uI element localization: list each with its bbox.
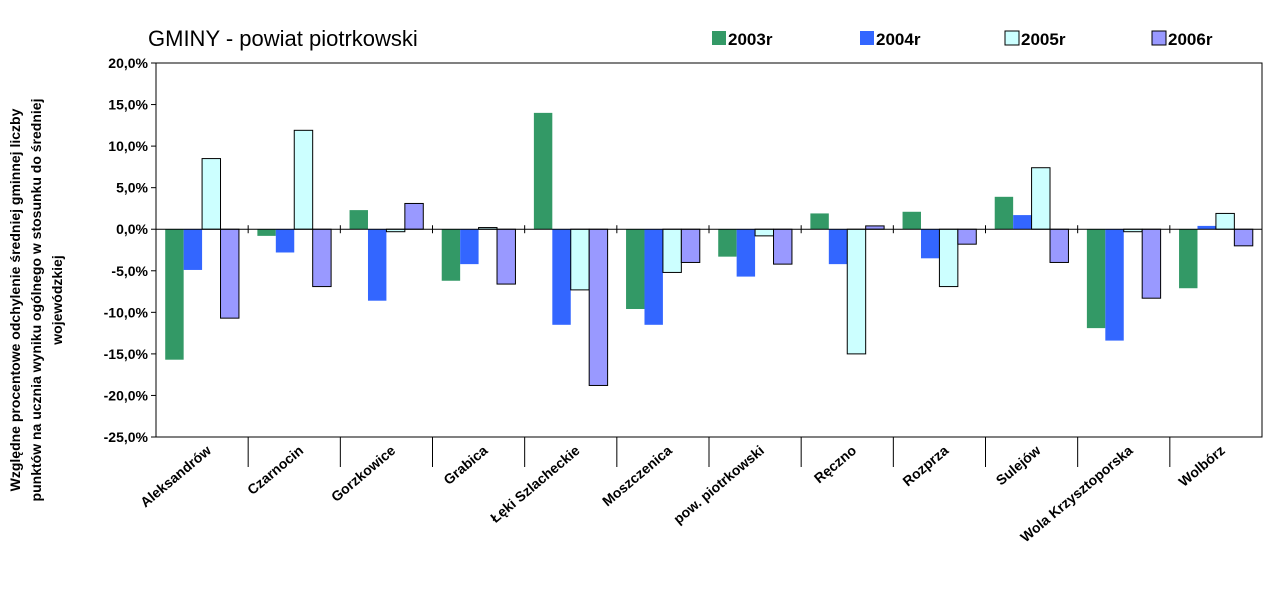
x-tick-label-wolborz: Wolbórz xyxy=(1175,442,1227,490)
bar-2006r-grabica xyxy=(496,228,516,285)
x-tick-label-czarnocin: Czarnocin xyxy=(244,442,306,498)
legend-swatch-2005r xyxy=(1004,30,1020,46)
bar-2006r-wola-krzysztoporska xyxy=(1141,228,1162,299)
bar-2006r-moszczenica xyxy=(680,228,701,263)
x-tick-label-grabica: Grabica xyxy=(440,442,490,488)
bar-2004r-aleksandrow xyxy=(183,229,203,270)
legend-swatch-2003r xyxy=(712,31,726,45)
bar-2004r-wola-krzysztoporska xyxy=(1105,229,1124,341)
y-ticks: 20,0% 15,0% 10,0% 5,0% 0,0% -5,0% -10,0% -15,0%… xyxy=(104,55,156,445)
bar-2005r-wolborz xyxy=(1215,212,1235,230)
bar-2003r-czarnocin xyxy=(257,229,276,236)
legend-label-2005r: 2005r xyxy=(1021,30,1066,49)
x-labels: Aleksandrów Czarnocin Gorzkowice GrabicaŁęk… xyxy=(137,442,1228,545)
x-tick-label-reczno: Ręczno xyxy=(811,442,859,486)
bar-2004r-sulejow xyxy=(1013,215,1032,230)
bar-2004r-reczno xyxy=(828,229,848,265)
y-tick-label: 10,0% xyxy=(108,138,148,154)
x-tick-label-sulejow: Sulejów xyxy=(993,442,1044,488)
axes xyxy=(155,62,1263,467)
y-tick-label: -15,0% xyxy=(104,346,149,362)
bar-2006r-rozprza xyxy=(957,228,977,245)
bar-2004r-moszczenica xyxy=(644,229,663,325)
bar-2003r-moszczenica xyxy=(626,229,645,310)
bar-2004r-leki-szlacheckie xyxy=(552,229,571,325)
bar-2006r-sulejow xyxy=(1049,228,1069,263)
x-tick-label-rozprza: Rozprza xyxy=(899,442,951,489)
legend-swatch-2004r xyxy=(860,31,874,45)
bar-2005r-rozprza xyxy=(938,228,959,288)
bar-2006r-pow-piotrkowski xyxy=(773,228,793,265)
chart-title: GMINY - powiat piotrkowski xyxy=(148,26,418,51)
y-tick-label: 5,0% xyxy=(116,180,148,196)
x-tick-label-aleksandrow: Aleksandrów xyxy=(137,442,214,510)
bar-2006r-wolborz xyxy=(1233,228,1254,247)
bar-2006r-aleksandrow xyxy=(220,228,240,319)
bar-2003r-gorzkowice xyxy=(349,210,368,230)
bar-2005r-leki-szlacheckie xyxy=(570,228,590,291)
legend: 2003r 2004r 2005r 2006r xyxy=(712,30,1213,49)
bar-2003r-reczno xyxy=(810,213,829,230)
bars xyxy=(165,112,1254,386)
legend-label-2004r: 2004r xyxy=(876,30,921,49)
y-axis-label: Względne procentowe odchylenie średniej … xyxy=(7,99,65,502)
legend-label-2006r: 2006r xyxy=(1168,30,1213,49)
bar-2003r-aleksandrow xyxy=(165,229,184,360)
bar-2003r-leki-szlacheckie xyxy=(533,112,553,230)
bar-2003r-pow-piotrkowski xyxy=(718,229,737,257)
y-axis-label-line: punktów na ucznia wyniku ogólnego w stos… xyxy=(28,99,44,502)
y-tick-label: -20,0% xyxy=(104,387,149,403)
y-tick-label: -25,0% xyxy=(104,429,149,445)
bar-2005r-czarnocin xyxy=(293,129,314,230)
bar-2005r-aleksandrow xyxy=(201,158,222,230)
bar-2004r-czarnocin xyxy=(275,229,295,253)
bar-2006r-czarnocin xyxy=(312,228,332,288)
bar-2006r-reczno xyxy=(865,225,885,230)
bar-2004r-gorzkowice xyxy=(367,229,387,301)
y-tick-label: 15,0% xyxy=(108,97,148,113)
bar-2003r-wolborz xyxy=(1179,229,1198,289)
x-tick-label-leki-szlacheckie: Łęki Szlacheckie xyxy=(487,442,583,526)
bar-2005r-reczno xyxy=(846,228,867,355)
y-tick-label: 0,0% xyxy=(116,221,148,237)
y-tick-label: 20,0% xyxy=(108,55,148,71)
bar-2005r-sulejow xyxy=(1031,167,1051,230)
y-axis-label-line: wojewódzkiej xyxy=(49,255,65,345)
x-tick-label-moszczenica: Moszczenica xyxy=(599,442,675,509)
x-tick-label-pow-piotrkowski: pow. piotrkowski xyxy=(670,442,767,527)
bar-2004r-grabica xyxy=(460,229,479,265)
y-axis-label-line: Względne procentowe odchylenie średniej … xyxy=(7,108,23,491)
bar-2005r-pow-piotrkowski xyxy=(754,228,775,237)
bar-2003r-sulejow xyxy=(994,196,1014,230)
x-tick-label-gorzkowice: Gorzkowice xyxy=(328,442,399,505)
bar-2003r-wola-krzysztoporska xyxy=(1086,229,1106,329)
bar-2006r-leki-szlacheckie xyxy=(588,228,609,386)
bar-2005r-moszczenica xyxy=(662,228,682,273)
bar-2004r-rozprza xyxy=(920,229,940,259)
legend-swatch-2006r xyxy=(1151,30,1167,46)
y-tick-label: -10,0% xyxy=(104,304,149,320)
bar-2003r-rozprza xyxy=(902,211,921,230)
bar-2006r-gorzkowice xyxy=(404,202,424,230)
y-tick-label: -5,0% xyxy=(111,263,148,279)
bar-2004r-pow-piotrkowski xyxy=(736,229,756,277)
legend-label-2003r: 2003r xyxy=(728,30,773,49)
bar-2003r-grabica xyxy=(441,229,461,281)
bar-2004r-wolborz xyxy=(1197,225,1216,230)
